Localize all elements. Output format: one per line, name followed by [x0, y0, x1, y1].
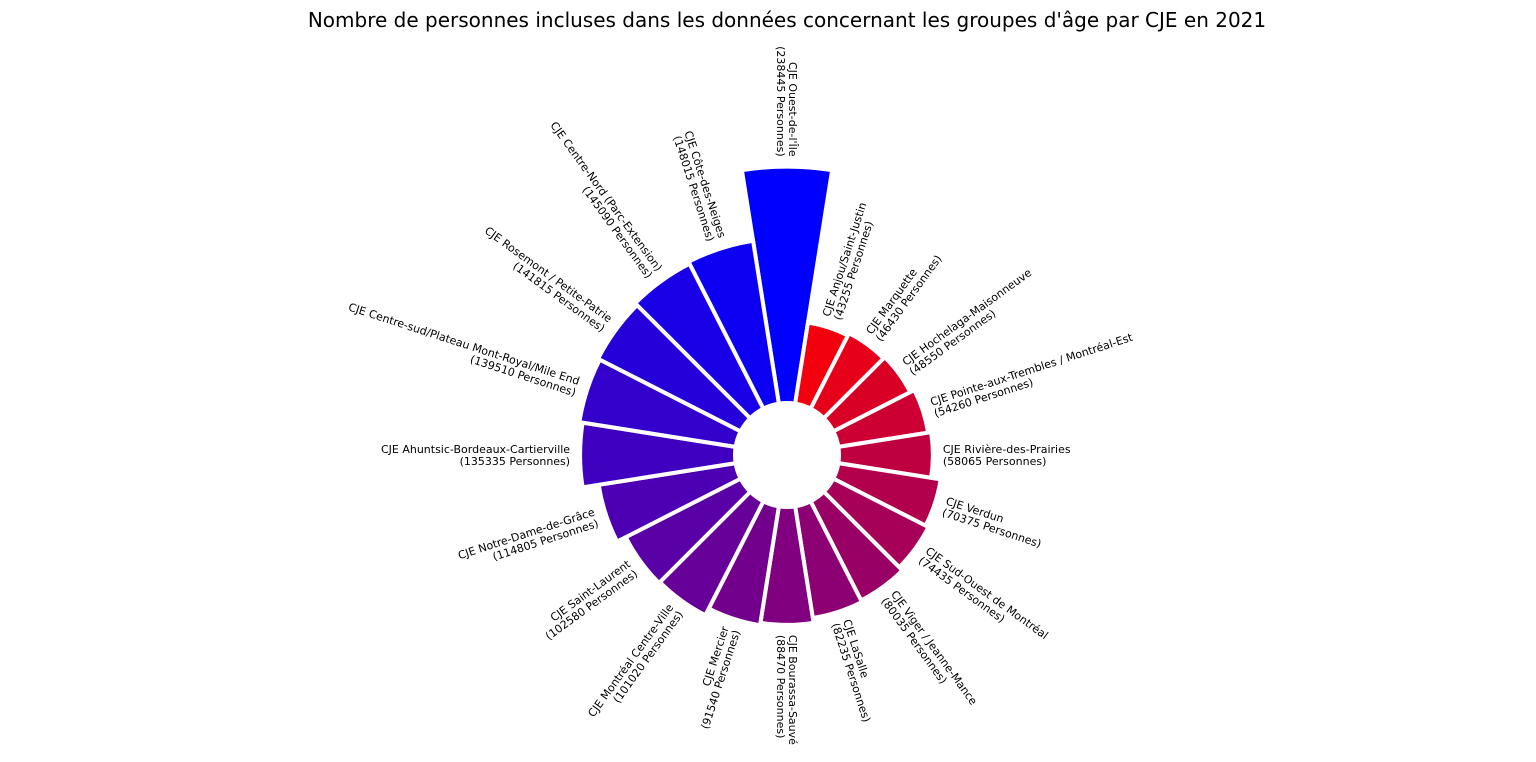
category-label: CJE Viger / Jeanne-Mance [888, 588, 980, 708]
chart-title: Nombre de personnes incluses dans les do… [308, 8, 1266, 32]
bar-label: CJE Rivière-des-Prairies (58065 Personnes… [943, 443, 1071, 468]
bar-label: CJE Ouest-de-l'Île(238445 Personnes) [774, 46, 799, 157]
category-label: CJE Montréal Centre-Ville [585, 601, 676, 719]
category-label: CJE Sud-Ouest de Montréal [923, 545, 1050, 643]
bar-label: CJE Sud-Ouest de Montréal(74435 Personne… [916, 545, 1051, 652]
bar-label: CJE Notre-Dame-de-Grâce(114805 Personnes… [456, 506, 600, 574]
value-label: (135335 Personnes) [460, 455, 571, 468]
bar-label: CJE LaSalle(82235 Personnes) [829, 618, 885, 724]
category-label: CJE Rosemont / Petite-Patrie [482, 224, 615, 325]
bar-label: CJE Centre-sud/Plateau Mont-Royal/Mile E… [343, 301, 581, 400]
value-label: (238445 Personnes) [774, 46, 787, 157]
value-label: (102580 Personnes) [543, 567, 640, 642]
category-label: CJE Rivière-des-Prairies [943, 443, 1071, 456]
bar-label: CJE Ahuntsic-Bordeaux-Cartierville (13533… [381, 443, 570, 468]
bar-label: CJE Viger / Jeanne-Mance(80035 Personnes… [878, 588, 980, 715]
category-label: CJE Ahuntsic-Bordeaux-Cartierville [381, 443, 570, 456]
bar-label: CJE Côte-des-Neiges(148015 Personnes) [670, 129, 728, 243]
bar-label: CJE Bourassa-Sauvé(88470 Personnes) [774, 635, 799, 745]
bar-label: CJE Rosemont / Petite-Patrie(141815 Pers… [475, 224, 615, 335]
bar-label: CJE Marquette(46430 Personnes) [864, 246, 945, 344]
category-label: CJE Centre-Nord (Parc-Extension) [547, 119, 664, 274]
category-label: CJE Ouest-de-l'Île [786, 62, 799, 157]
value-label: (101020 Personnes) [610, 609, 685, 706]
category-label: CJE Bourassa-Sauvé [786, 635, 799, 745]
bar-label: CJE Montréal Centre-Ville(101020 Personn… [585, 601, 686, 726]
bar-label: CJE Anjou/Saint-Justin(43255 Personnes) [820, 201, 881, 322]
bar [739, 164, 835, 406]
value-label: (58065 Personnes) [943, 455, 1047, 468]
value-label: (145090 Personnes) [579, 184, 654, 281]
value-label: (141815 Personnes) [510, 260, 607, 335]
value-label: (88470 Personnes) [774, 635, 787, 739]
category-label: CJE Centre-sud/Plateau Mont-Royal/Mile E… [347, 301, 582, 388]
bar-label: CJE Saint-Laurent(102580 Personnes) [536, 557, 641, 643]
bar-label: CJE Centre-Nord (Parc-Extension)(145090 … [538, 119, 665, 281]
bar-label: CJE Mercier(91540 Personnes) [687, 624, 743, 731]
bar-label: CJE Verdun(70375 Personnes) [940, 495, 1046, 551]
bar [685, 238, 782, 412]
bars-group [577, 164, 943, 628]
